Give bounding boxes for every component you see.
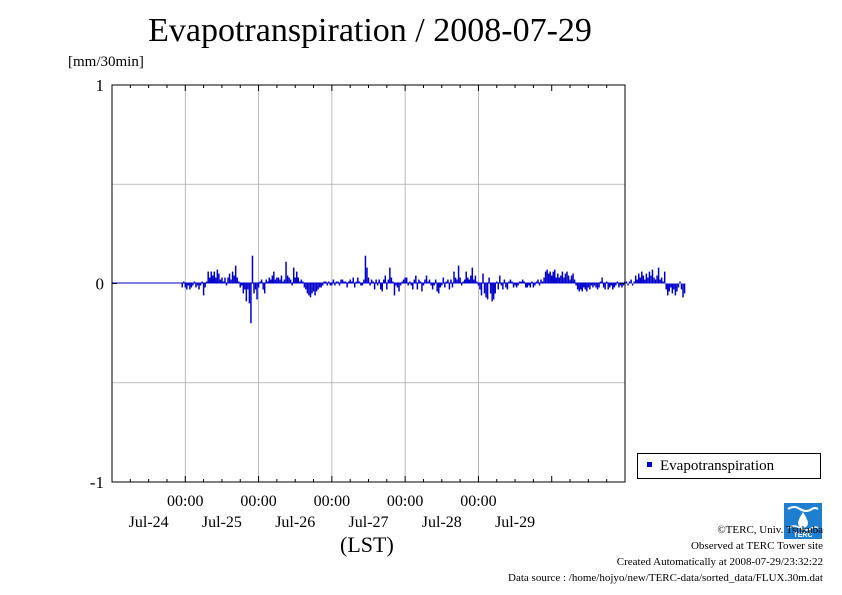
x-tick-time-label: 00:00: [314, 493, 350, 510]
created-text: Created Automatically at 2008-07-29/23:3…: [616, 556, 823, 568]
x-tick-date-label: Jul-24: [129, 514, 169, 531]
legend: Evapotranspiration: [637, 453, 821, 479]
terc-logo-icon: TERC: [784, 503, 822, 539]
x-tick-date-labels: Jul-24 Jul-25 Jul-26 Jul-27 Jul-28 Jul-29: [129, 514, 535, 531]
x-tick-date-label: Jul-25: [202, 514, 242, 531]
x-tick-date-label: Jul-27: [349, 514, 389, 531]
y-tick-label: 0: [96, 275, 105, 294]
x-tick-date-label: Jul-28: [422, 514, 462, 531]
svg-text:TERC: TERC: [793, 532, 812, 539]
site-text: Observed at TERC Tower site: [690, 540, 823, 552]
x-tick-time-labels: 00:00 00:00 00:00 00:00 00:00: [167, 493, 497, 510]
series-bars: [181, 255, 686, 324]
x-tick-date-label: Jul-29: [495, 514, 535, 531]
y-tick-label: 1: [96, 76, 105, 95]
copyright-text: ©TERC, Univ. Tsukuba: [717, 524, 823, 536]
credits: ©TERC, Univ. Tsukuba Observed at TERC To…: [508, 522, 823, 586]
source-text: Data source : /home/hojyo/new/TERC-data/…: [508, 572, 823, 584]
x-tick-time-label: 00:00: [387, 493, 423, 510]
x-tick-date-label: Jul-26: [275, 514, 315, 531]
x-tick-time-label: 00:00: [167, 493, 203, 510]
y-axis-unit-label: [mm/30min]: [68, 54, 144, 70]
y-tick-label: -1: [90, 473, 104, 492]
axis-ticks: [111, 84, 626, 483]
x-tick-time-label: 00:00: [460, 493, 496, 510]
chart-title: Evapotranspiration / 2008-07-29: [148, 12, 592, 49]
legend-label: Evapotranspiration: [660, 458, 775, 474]
legend-swatch: [647, 462, 652, 468]
x-tick-time-label: 00:00: [240, 493, 276, 510]
x-axis-label: (LST): [340, 532, 394, 557]
y-tick-labels: 1 0 -1: [90, 76, 104, 492]
